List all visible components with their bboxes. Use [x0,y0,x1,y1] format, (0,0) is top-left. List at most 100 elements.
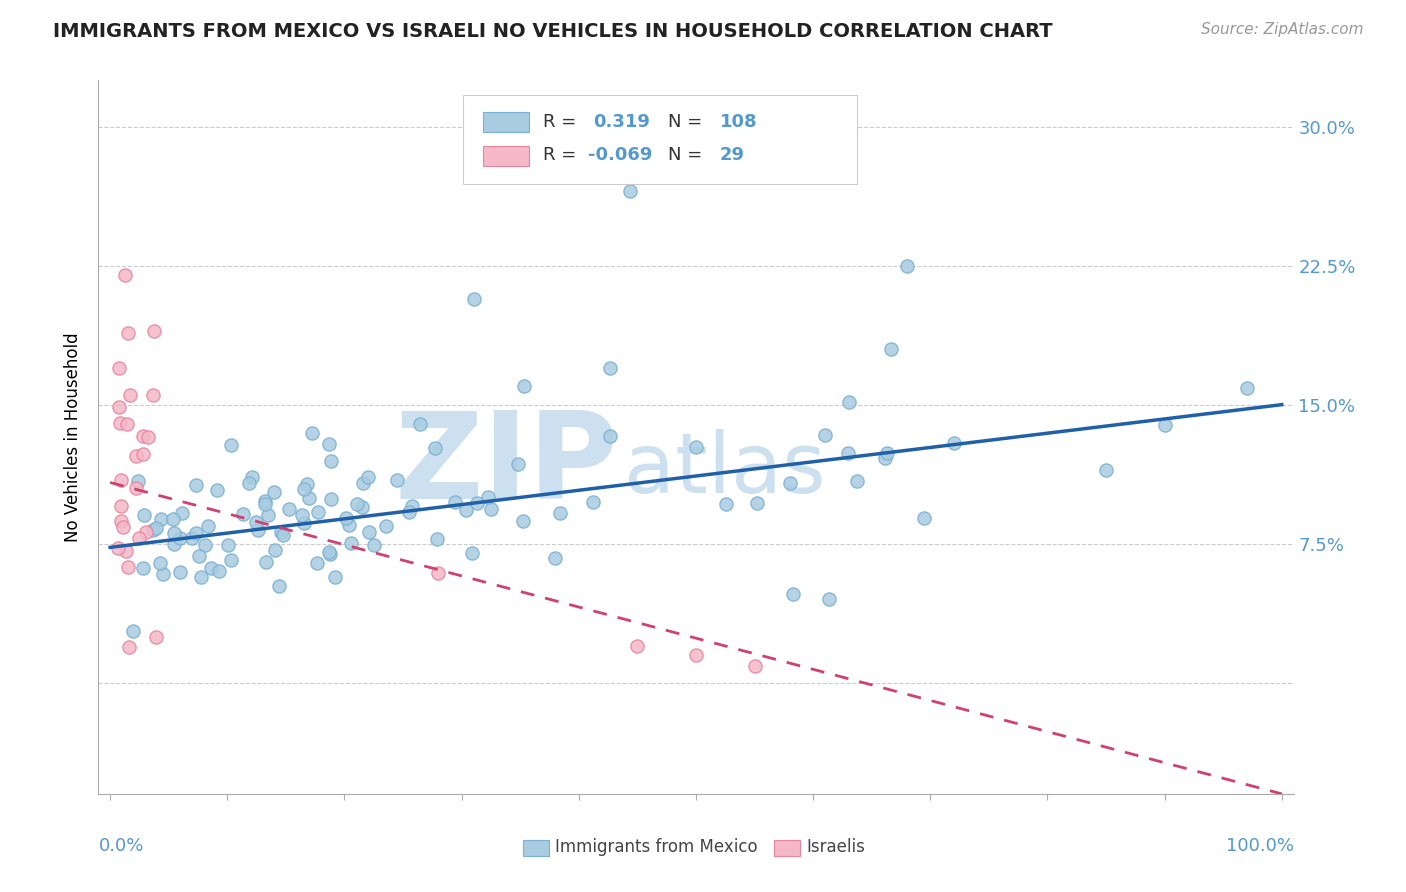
Point [135,525,157,540]
Point [896,259,918,273]
Point [818,592,841,607]
Point [190,570,212,584]
Point [186,525,208,540]
Text: 0.0%: 0.0% [98,837,143,855]
Point [318,437,340,451]
Point [110,473,132,487]
Point [150,512,173,526]
Point [292,516,315,530]
Point [142,523,165,537]
FancyBboxPatch shape [463,95,858,184]
Point [479,502,502,516]
Point [162,512,184,526]
Bar [484,146,529,166]
Point [253,497,276,511]
Point [782,587,804,601]
Point [1236,381,1258,395]
Point [117,560,139,574]
Point [319,547,342,561]
Point [460,546,482,560]
Point [385,473,408,487]
Text: -0.069: -0.069 [589,146,652,164]
Y-axis label: No Vehicles in Household: No Vehicles in Household [65,332,83,542]
Point [115,543,138,558]
Point [714,497,737,511]
Point [254,555,277,569]
Point [291,508,314,522]
Point [271,528,294,542]
Point [270,524,292,539]
Point [444,495,467,509]
Point [323,570,346,584]
Point [512,514,534,528]
Text: atlas: atlas [624,429,825,509]
Point [423,441,446,455]
Point [337,517,360,532]
Point [426,532,449,546]
Point [619,185,641,199]
Point [340,536,363,550]
Point [169,531,191,545]
Point [181,531,204,545]
Point [463,292,485,306]
Point [1095,462,1118,476]
Point [205,483,228,497]
Text: R =: R = [543,146,582,164]
Point [508,458,530,472]
Point [298,491,321,505]
Point [172,506,194,520]
Point [145,630,167,644]
Point [1153,417,1175,432]
Point [108,416,131,430]
Point [335,511,357,525]
Text: 108: 108 [720,113,758,131]
Point [263,484,285,499]
Point [111,519,134,533]
Point [295,476,318,491]
Point [149,556,172,570]
Point [685,440,707,454]
Point [188,549,211,563]
Point [163,526,186,541]
Point [876,445,898,459]
Point [744,659,766,673]
Point [838,395,860,409]
Point [599,429,621,443]
Point [599,360,621,375]
Text: 100.0%: 100.0% [1226,837,1294,855]
Text: IMMIGRANTS FROM MEXICO VS ISRAELI NO VEHICLES IN HOUSEHOLD CORRELATION CHART: IMMIGRANTS FROM MEXICO VS ISRAELI NO VEH… [53,22,1053,41]
Point [321,492,343,507]
Text: Source: ZipAtlas.com: Source: ZipAtlas.com [1201,22,1364,37]
Point [875,450,897,465]
Point [359,525,381,540]
Point [108,400,131,414]
Point [456,503,478,517]
Point [219,553,242,567]
Point [398,505,420,519]
Point [321,454,343,468]
Point [247,523,270,537]
Point [350,500,373,514]
Point [548,506,571,520]
Point [747,496,769,510]
Text: ZIP: ZIP [395,407,619,524]
Point [108,360,131,375]
Text: N =: N = [668,146,703,164]
Point [124,449,146,463]
Point [232,508,254,522]
Point [142,388,165,402]
Point [346,497,368,511]
Point [219,438,242,452]
Text: R =: R = [543,113,582,131]
Point [357,470,380,484]
Point [779,475,801,490]
Text: 0.319: 0.319 [593,113,650,131]
Point [301,426,323,441]
Point [352,475,374,490]
Text: N =: N = [668,113,703,131]
Point [163,537,186,551]
Point [846,474,869,488]
Point [477,491,499,505]
Point [197,519,219,533]
Bar [523,840,548,856]
